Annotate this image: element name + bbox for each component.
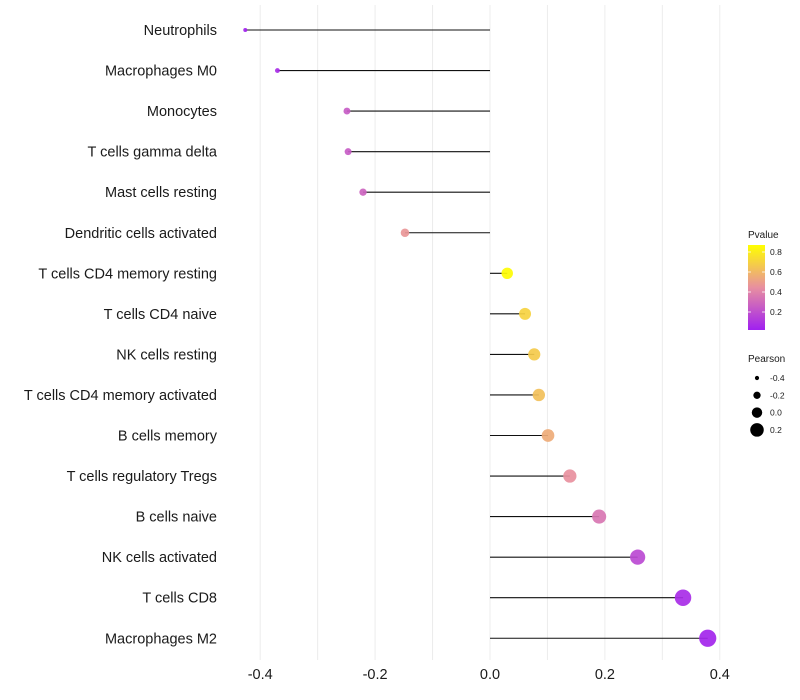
y-axis-labels: Neutrophils Macrophages M0 Monocytes T cell…	[24, 23, 218, 647]
y-axis-label: NK cells resting	[116, 347, 217, 363]
data-point	[344, 148, 352, 156]
pvalue-colorbar	[748, 245, 765, 330]
y-axis-label: B cells memory	[118, 429, 218, 445]
colorbar-tick-label: 0.6	[770, 267, 782, 277]
data-point	[674, 589, 692, 606]
data-point	[501, 267, 513, 280]
y-axis-label: T cells CD4 memory activated	[24, 388, 217, 404]
y-axis-label: T cells CD4 memory resting	[38, 266, 217, 282]
x-tick-label: -0.2	[363, 667, 388, 683]
data-point	[699, 629, 717, 647]
x-tick-label: 0.0	[480, 667, 500, 683]
y-axis-label: T cells CD4 naive	[104, 307, 217, 323]
size-legend-dot	[751, 407, 763, 418]
pearson-legend: Pearson -0.4 -0.2 0.0 0.2	[748, 354, 785, 437]
grid-lines	[259, 5, 721, 660]
y-axis-label: T cells gamma delta	[88, 145, 218, 161]
data-point	[359, 188, 367, 196]
y-axis-label: Monocytes	[147, 104, 217, 120]
colorbar-tick-label: 0.2	[770, 307, 782, 317]
pearson-legend-title: Pearson	[748, 354, 785, 365]
y-axis-label: Neutrophils	[144, 23, 217, 39]
x-tick-label: 0.4	[710, 667, 730, 683]
data-point	[630, 549, 646, 565]
data-point	[519, 307, 532, 320]
pvalue-legend-title: Pvalue	[748, 230, 779, 241]
colorbar-tick-label: 0.4	[770, 287, 782, 297]
data-point	[592, 509, 607, 524]
data-point	[243, 28, 248, 32]
size-legend-dot	[754, 375, 760, 381]
x-axis-labels: -0.4 -0.2 0.0 0.2 0.4	[248, 667, 730, 683]
data-point	[400, 228, 410, 238]
stems	[245, 29, 708, 639]
y-axis-label: Dendritic cells activated	[65, 226, 217, 242]
points	[243, 28, 717, 647]
size-legend-dot	[750, 423, 764, 437]
colorbar-tick-label: 0.8	[770, 247, 782, 257]
size-legend-label: 0.2	[770, 425, 782, 435]
y-axis-label: Macrophages M2	[105, 631, 217, 647]
x-tick-label: 0.2	[595, 667, 615, 683]
y-axis-label: T cells regulatory Tregs	[67, 469, 217, 485]
size-legend-label: -0.2	[770, 390, 785, 400]
y-axis-label: B cells naive	[136, 510, 217, 526]
pvalue-legend: Pvalue 0.2 0.4 0.6 0.8	[748, 230, 782, 330]
y-axis-label: NK cells activated	[102, 550, 217, 566]
y-axis-label: Mast cells resting	[105, 185, 217, 201]
data-point	[541, 429, 555, 442]
data-point	[532, 388, 546, 402]
data-point	[343, 107, 351, 115]
data-point	[528, 348, 541, 361]
size-legend-dot	[753, 391, 761, 399]
data-point	[274, 68, 280, 74]
data-point	[563, 469, 577, 483]
y-axis-label: T cells CD8	[142, 591, 217, 607]
x-tick-label: -0.4	[248, 667, 273, 683]
y-axis-label: Macrophages M0	[105, 64, 217, 80]
size-legend-label: 0.0	[770, 408, 782, 418]
size-legend-label: -0.4	[770, 373, 785, 383]
